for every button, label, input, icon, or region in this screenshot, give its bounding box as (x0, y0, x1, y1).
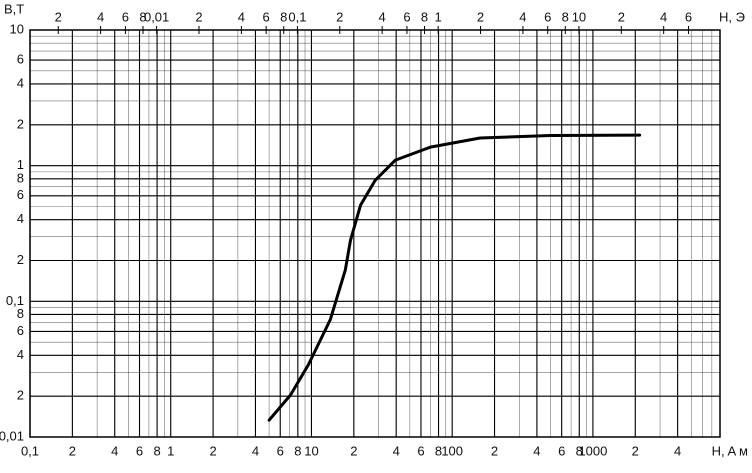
y-tick-label: 2 (17, 116, 24, 131)
x2-tick-label: 2 (336, 9, 343, 24)
x2-tick-label: 1 (435, 9, 442, 24)
x-tick-label: 4 (674, 443, 681, 458)
x-tick-label: 2 (350, 443, 357, 458)
y-tick-label: 4 (17, 211, 24, 226)
x-tick-label: 6 (558, 443, 565, 458)
x2-tick-label: 2 (195, 9, 202, 24)
y-tick-label: 8 (17, 170, 24, 185)
y-axis-label: B,T (4, 1, 24, 16)
x-tick-label: 2 (491, 443, 498, 458)
x-tick-label: 8 (153, 443, 160, 458)
y-tick-label: 4 (17, 75, 24, 90)
y-tick-label: 2 (17, 252, 24, 267)
y-tick-label: 4 (17, 347, 24, 362)
curve (267, 133, 642, 422)
x2-tick-label: 6 (263, 9, 270, 24)
x2-tick-label: 8 (139, 9, 146, 24)
x-tick-label: 1000 (578, 443, 607, 458)
x-tick-label: 6 (136, 443, 143, 458)
x2-tick-label: 0,01 (144, 9, 169, 24)
x-tick-label: 10 (304, 443, 318, 458)
x2-tick-label: 4 (660, 9, 667, 24)
x-tick-label: 4 (393, 443, 400, 458)
x2-tick-label: 0,1 (288, 9, 306, 24)
x-tick-label: 100 (441, 443, 463, 458)
y-tick-label: 2 (17, 388, 24, 403)
x-tick-label: 4 (111, 443, 118, 458)
y-tick-label: 0,01 (0, 428, 24, 443)
x-tick-label: 2 (632, 443, 639, 458)
y-tick-label: 6 (17, 52, 24, 67)
x-tick-label: 0,1 (21, 443, 39, 458)
plot-frame (29, 29, 721, 438)
x-tick-label: 2 (209, 443, 216, 458)
x2-tick-label: 2 (618, 9, 625, 24)
x2-tick-label: 4 (519, 9, 526, 24)
x2-tick-label: 8 (562, 9, 569, 24)
x-tick-label: 1 (167, 443, 174, 458)
y-tick-label: 1 (17, 157, 24, 172)
y-tick-label: 8 (17, 306, 24, 321)
x-tick-label: 6 (277, 443, 284, 458)
x-tick-label: 6 (417, 443, 424, 458)
x-tick-label: 4 (252, 443, 259, 458)
x2-tick-label: 8 (421, 9, 428, 24)
x2-tick-label: 8 (280, 9, 287, 24)
y-tick-label: 6 (17, 323, 24, 338)
x2-tick-label: 2 (477, 9, 484, 24)
x2-tick-label: 6 (544, 9, 551, 24)
x2-axis-label: H, Э (719, 9, 745, 24)
y-tick-label: 10 (10, 21, 24, 36)
x2-tick-label: 2 (55, 9, 62, 24)
y-tick-label: 0,1 (6, 293, 24, 308)
x2-tick-label: 10 (572, 9, 586, 24)
x-tick-label: 2 (69, 443, 76, 458)
x2-tick-label: 4 (238, 9, 245, 24)
y-tick-label: 6 (17, 187, 24, 202)
x2-tick-label: 6 (403, 9, 410, 24)
x2-tick-label: 4 (97, 9, 104, 24)
x-axis-label: H, A м (712, 443, 748, 458)
x2-tick-label: 6 (122, 9, 129, 24)
x-tick-label: 8 (294, 443, 301, 458)
x-tick-label: 4 (533, 443, 540, 458)
x-tick-label: 8 (576, 443, 583, 458)
x-tick-label: 8 (435, 443, 442, 458)
x2-tick-label: 6 (685, 9, 692, 24)
x2-tick-label: 4 (379, 9, 386, 24)
